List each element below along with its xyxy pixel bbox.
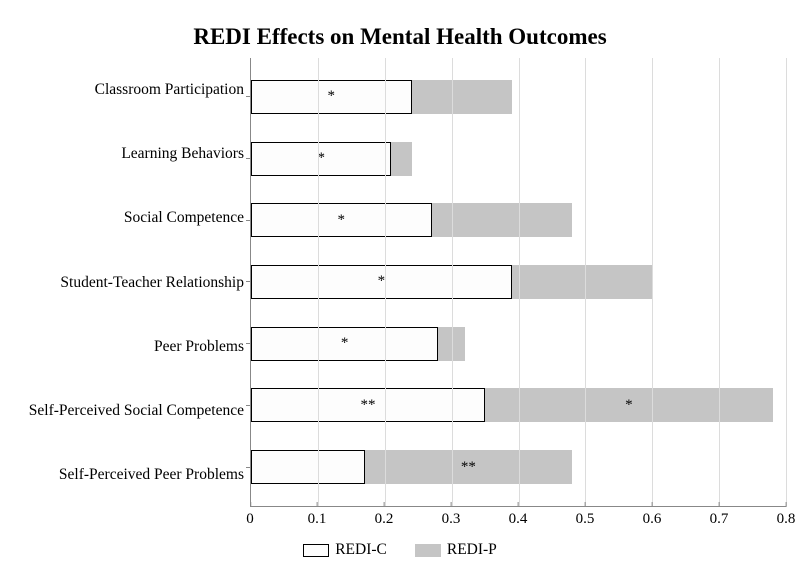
x-tick-label: 0.3 [442,511,461,527]
bar-stack: * [251,142,412,176]
legend: REDI-C REDI-P [14,535,786,559]
x-tick: 0.6 [643,511,662,528]
bar-segment-redip [512,265,652,299]
bar-stack: * [251,203,572,237]
x-axis-ticks: 00.10.20.30.40.50.60.70.8 [250,507,786,535]
legend-item-redip: REDI-P [415,541,497,559]
x-tick: 0.8 [777,511,796,528]
bar-segment-redic: ** [251,388,485,422]
bar-stack: *** [251,388,773,422]
x-tick-label: 0.6 [643,511,662,527]
y-tick-label: Classroom Participation [14,62,244,118]
x-tick-label: 0.4 [509,511,528,527]
chart-frame: REDI Effects on Mental Health Outcomes C… [0,0,800,569]
category-label: Self-Perceived Social Competence [29,402,244,420]
gridline [519,58,520,506]
x-tick-label: 0.7 [710,511,729,527]
bar-segment-redip: * [485,388,773,422]
bar-segment-redic: * [251,203,432,237]
gridline [452,58,453,506]
x-tick: 0 [246,511,254,528]
legend-item-redic: REDI-C [303,541,387,559]
gridline [585,58,586,506]
gridline [719,58,720,506]
x-tick-label: 0 [246,511,254,527]
x-tick: 0.3 [442,511,461,528]
category-label: Student-Teacher Relationship [60,274,244,292]
y-tick-label: Self-Perceived Social Competence [14,383,244,439]
y-tick-label: Peer Problems [14,319,244,375]
plot-wrap: Classroom Participation Learning Behavior… [14,58,786,559]
bar-segment-redip: ** [365,450,572,484]
bar-segment-redip [412,80,512,114]
chart-title: REDI Effects on Mental Health Outcomes [14,24,786,50]
x-tick-label: 0.8 [777,511,796,527]
legend-swatch-redic [303,544,329,557]
gridline [385,58,386,506]
y-tick-label: Social Competence [14,190,244,246]
x-tick: 0.4 [509,511,528,528]
gridline [786,58,787,506]
chart-area: ********** [250,58,786,507]
y-axis-labels: Classroom Participation Learning Behavior… [14,58,250,507]
category-label: Learning Behaviors [121,145,244,163]
y-tick-label: Student-Teacher Relationship [14,254,244,310]
x-tick: 0.1 [308,511,327,528]
bar-segment-redic: * [251,265,512,299]
bar-stack: * [251,327,465,361]
plot: Classroom Participation Learning Behavior… [14,58,786,507]
category-label: Classroom Participation [95,81,244,99]
bar-segment-redip [391,142,411,176]
bar-stack: ** [251,450,572,484]
legend-label-redip: REDI-P [447,541,497,559]
category-label: Self-Perceived Peer Problems [59,466,244,484]
x-tick-label: 0.2 [375,511,394,527]
x-tick-label: 0.1 [308,511,327,527]
gridline [318,58,319,506]
bar-segment-redic: * [251,327,438,361]
y-tick-label: Self-Perceived Peer Problems [14,447,244,503]
bar-segment-redic: * [251,80,412,114]
legend-label-redic: REDI-C [335,541,387,559]
x-tick: 0.2 [375,511,394,528]
y-tick-label: Learning Behaviors [14,126,244,182]
x-tick-label: 0.5 [576,511,595,527]
x-tick: 0.7 [710,511,729,528]
bar-segment-redic: * [251,142,391,176]
category-label: Peer Problems [154,338,244,356]
gridline [652,58,653,506]
bar-segment-redip [432,203,572,237]
category-label: Social Competence [124,209,244,227]
bar-segment-redic [251,450,365,484]
x-tick: 0.5 [576,511,595,528]
legend-swatch-redip [415,544,441,557]
bar-stack: * [251,80,512,114]
